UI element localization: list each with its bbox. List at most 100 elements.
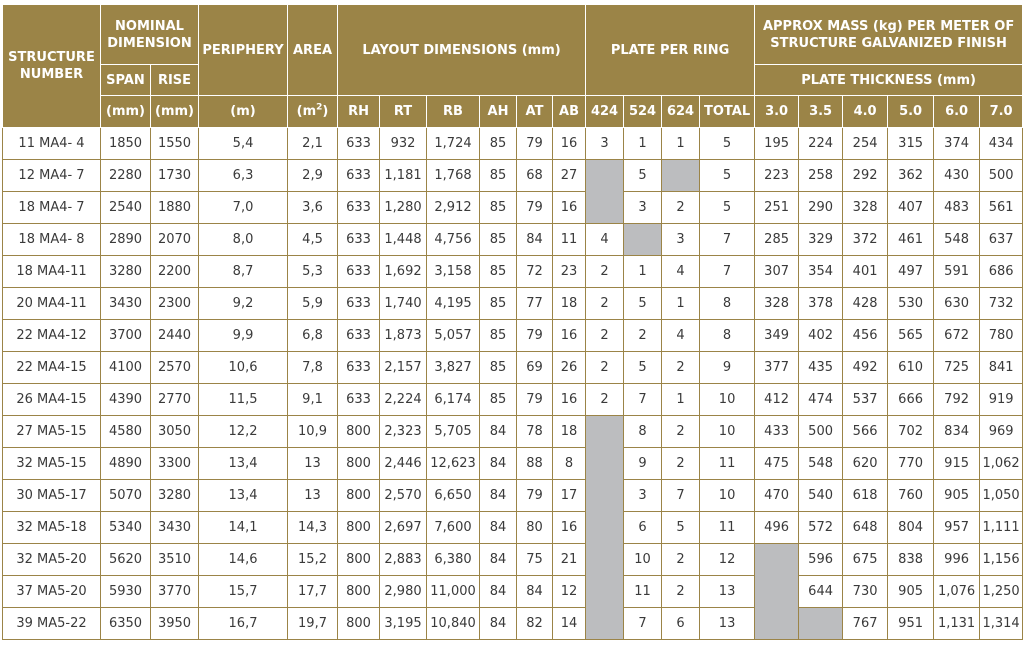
rb-cell: 12,623 — [426, 447, 481, 480]
mass-4-0-cell: 566 — [842, 415, 889, 448]
mass-6-0-cell: 996 — [933, 543, 981, 576]
ab-cell: 11 — [552, 223, 587, 256]
ah-cell: 85 — [479, 127, 518, 160]
span-cell: 2280 — [100, 159, 151, 192]
area-cell: 15,2 — [287, 543, 339, 576]
ab-cell: 16 — [552, 127, 587, 160]
mass-3-5-cell: 329 — [798, 223, 844, 256]
structure-number-cell: 20 MA4-11 — [2, 287, 101, 320]
mass-6-0-cell: 1,076 — [933, 575, 981, 608]
span-unit: (mm) — [100, 95, 151, 128]
layout-col-header: AB — [552, 95, 587, 128]
rb-cell: 11,000 — [426, 575, 481, 608]
ab-cell: 23 — [552, 255, 587, 288]
periphery-cell: 7,0 — [198, 191, 289, 224]
mass-5-0-cell: 702 — [887, 415, 935, 448]
rh-cell: 633 — [337, 351, 381, 384]
at-cell: 78 — [516, 415, 554, 448]
mass-3-5-cell: 540 — [798, 479, 844, 512]
structure-specs-table: STRUCTURE NUMBER NOMINAL DIMENSION PERIP… — [2, 4, 1024, 640]
mass-6-0-cell: 672 — [933, 319, 981, 352]
structure-number-cell: 11 MA4- 4 — [2, 127, 101, 160]
mass-6-0-cell: 1,131 — [933, 607, 981, 640]
plate-424-cell: 2 — [585, 351, 625, 384]
plate-524-cell: 3 — [623, 191, 663, 224]
mass-6-0-cell: 834 — [933, 415, 981, 448]
ah-cell: 85 — [479, 191, 518, 224]
not-applicable-cell — [585, 159, 625, 224]
area-cell: 13 — [287, 447, 339, 480]
not-applicable-cell — [585, 415, 625, 640]
rt-cell: 1,740 — [379, 287, 428, 320]
rt-cell: 2,570 — [379, 479, 428, 512]
periphery-cell: 14,6 — [198, 543, 289, 576]
layout-dimensions-header: LAYOUT DIMENSIONS (mm) — [337, 4, 587, 96]
thickness-col-header: 7.0 — [979, 95, 1024, 128]
rb-cell: 10,840 — [426, 607, 481, 640]
rh-cell: 800 — [337, 511, 381, 544]
mass-7-0-cell: 732 — [979, 287, 1024, 320]
plate-thickness-header: PLATE THICKNESS (mm) — [754, 64, 1024, 96]
mass-4-0-cell: 456 — [842, 319, 889, 352]
area-cell: 19,7 — [287, 607, 339, 640]
area-cell: 5,3 — [287, 255, 339, 288]
mass-7-0-cell: 434 — [979, 127, 1024, 160]
rt-cell: 1,692 — [379, 255, 428, 288]
span-cell: 5070 — [100, 479, 151, 512]
structure-number-cell: 22 MA4-15 — [2, 351, 101, 384]
not-applicable-cell — [754, 543, 800, 640]
ah-cell: 84 — [479, 511, 518, 544]
ab-cell: 14 — [552, 607, 587, 640]
periphery-cell: 8,0 — [198, 223, 289, 256]
rise-cell: 1880 — [149, 191, 200, 224]
mass-5-0-cell: 407 — [887, 191, 935, 224]
mass-3-0-cell: 223 — [754, 159, 800, 192]
plate-624-cell: 5 — [661, 511, 701, 544]
rise-cell: 2570 — [149, 351, 200, 384]
table-row: 32 MA5-15 4890 3300 13,4 13 800 2,446 12,623 84 8… — [2, 447, 1024, 480]
ab-cell: 18 — [552, 287, 587, 320]
rh-cell: 633 — [337, 159, 381, 192]
area-cell: 10,9 — [287, 415, 339, 448]
ah-cell: 85 — [479, 351, 518, 384]
table-row: 22 MA4-12 3700 2440 9,9 6,8 633 1,873 5,057 85 79… — [2, 319, 1024, 352]
rh-cell: 633 — [337, 223, 381, 256]
plate-524-cell: 1 — [623, 255, 663, 288]
plate-424-cell: 4 — [585, 223, 625, 256]
mass-3-5-cell: 354 — [798, 255, 844, 288]
ah-cell: 85 — [479, 223, 518, 256]
table-row: 11 MA4- 4 1850 1550 5,4 2,1 633 932 1,724 85 79 16… — [2, 127, 1024, 160]
mass-3-0-cell: 251 — [754, 191, 800, 224]
rh-cell: 633 — [337, 127, 381, 160]
plate-524-cell: 10 — [623, 543, 663, 576]
at-cell: 79 — [516, 127, 554, 160]
ab-cell: 16 — [552, 383, 587, 416]
span-header: SPAN — [100, 64, 151, 96]
plate-total-cell: 5 — [699, 159, 756, 192]
area-cell: 3,6 — [287, 191, 339, 224]
mass-4-0-cell: 675 — [842, 543, 889, 576]
layout-col-header: AT — [516, 95, 554, 128]
at-cell: 72 — [516, 255, 554, 288]
periphery-cell: 11,5 — [198, 383, 289, 416]
at-cell: 75 — [516, 543, 554, 576]
plate-624-cell: 2 — [661, 543, 701, 576]
plate-524-cell: 8 — [623, 415, 663, 448]
plate-624-cell: 2 — [661, 351, 701, 384]
rise-cell: 2770 — [149, 383, 200, 416]
plate-524-cell: 2 — [623, 319, 663, 352]
ah-cell: 84 — [479, 607, 518, 640]
structure-specs-table-container: STRUCTURE NUMBER NOMINAL DIMENSION PERIP… — [2, 4, 1024, 640]
rt-cell: 3,195 — [379, 607, 428, 640]
span-cell: 5620 — [100, 543, 151, 576]
span-cell: 2890 — [100, 223, 151, 256]
periphery-header: PERIPHERY — [198, 4, 289, 96]
rise-cell: 2300 — [149, 287, 200, 320]
plate-624-cell: 6 — [661, 607, 701, 640]
at-cell: 77 — [516, 287, 554, 320]
rh-cell: 633 — [337, 319, 381, 352]
at-cell: 84 — [516, 575, 554, 608]
at-cell: 79 — [516, 319, 554, 352]
periphery-cell: 9,9 — [198, 319, 289, 352]
area-cell: 17,7 — [287, 575, 339, 608]
